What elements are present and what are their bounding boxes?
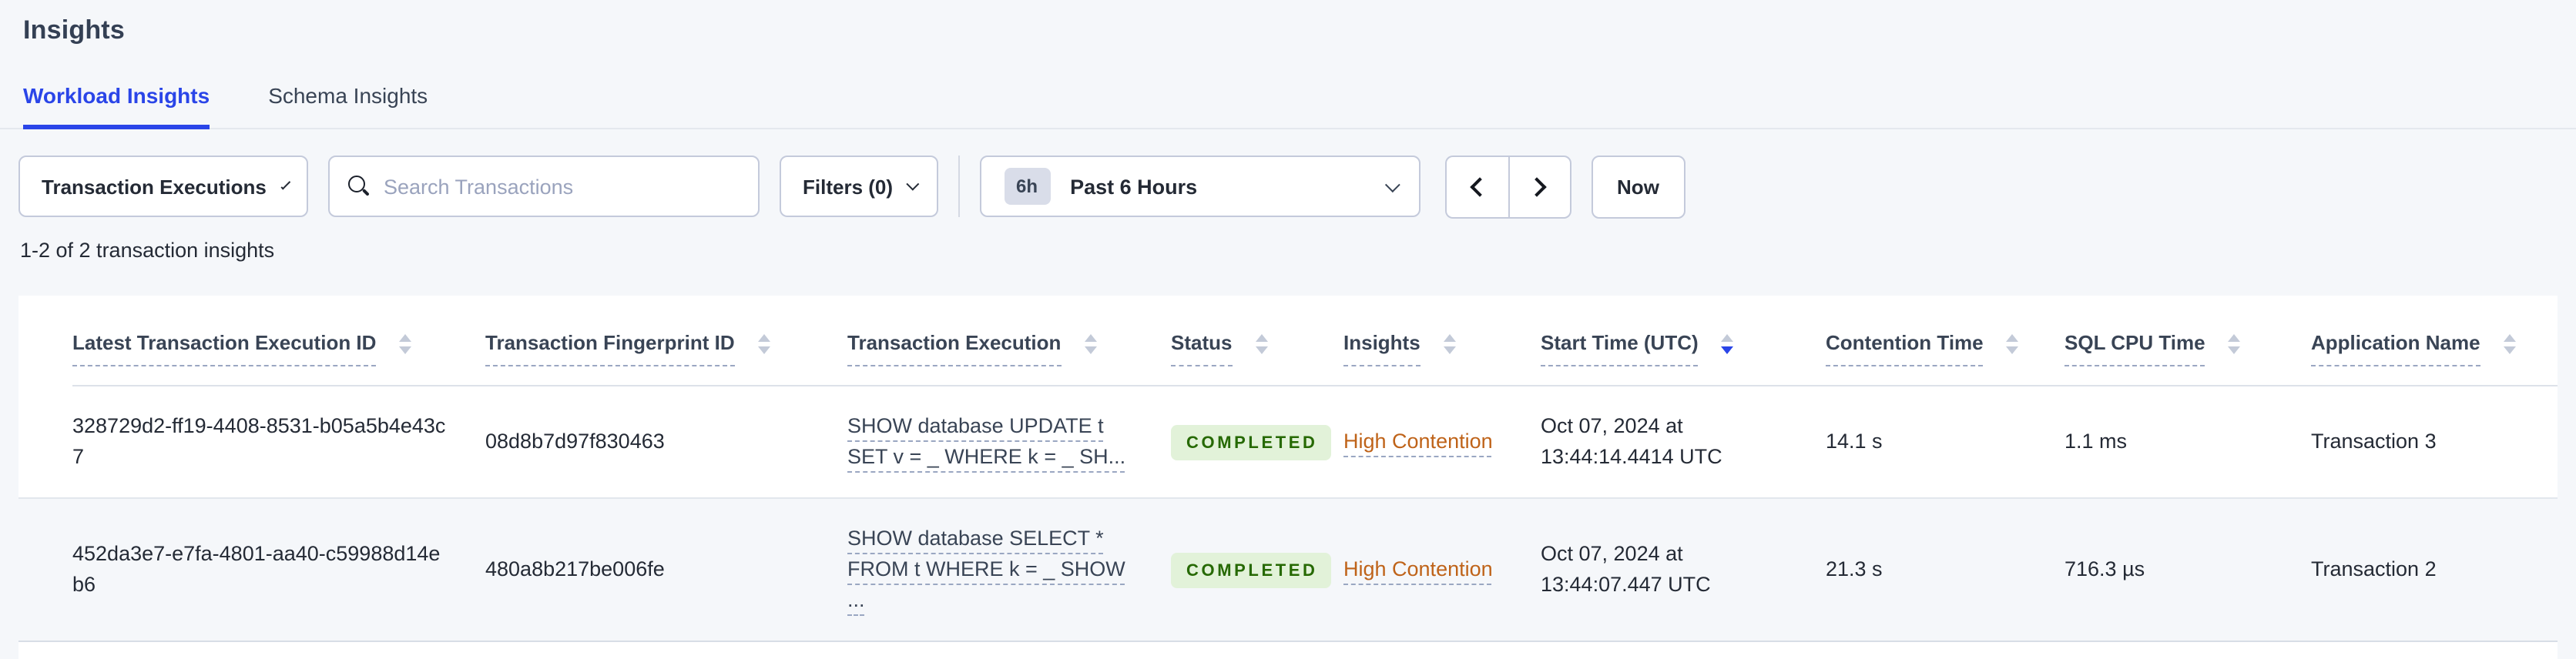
transaction-execution-link[interactable]: SHOW database UPDATE t SET v = _ WHERE k…	[847, 414, 1126, 468]
chevron-down-icon	[280, 179, 291, 189]
sort-icon[interactable]	[2503, 334, 2516, 354]
tab-schema-insights[interactable]: Schema Insights	[268, 83, 428, 108]
search-icon	[348, 176, 370, 197]
table-header-border	[72, 385, 2558, 386]
workload-type-dropdown[interactable]: Transaction Executions	[18, 156, 308, 217]
sort-icon[interactable]	[757, 334, 770, 354]
insight-link[interactable]: High Contention	[1343, 430, 1493, 453]
sort-icon[interactable]	[1255, 334, 1268, 354]
page-title: Insights	[23, 15, 125, 45]
status-badge: COMPLETED	[1171, 424, 1332, 460]
cell-contention-time: 21.3 s	[1826, 557, 1883, 580]
column-header-insights[interactable]: Insights	[1343, 331, 1541, 385]
time-range-label: Past 6 Hours	[1070, 175, 1198, 198]
table-header-row: Latest Transaction Execution ID Transact…	[18, 296, 2558, 385]
table-row: 328729d2-ff19-4408-8531-b05a5b4e43c7 08d…	[18, 386, 2558, 499]
column-header-sql-cpu-time[interactable]: SQL CPU Time	[2064, 331, 2311, 385]
sort-icon[interactable]	[1443, 334, 1456, 354]
cell-contention-time: 14.1 s	[1826, 430, 1883, 453]
chevron-right-icon	[1526, 176, 1546, 196]
cell-application-name: Transaction 2	[2311, 557, 2437, 580]
insight-link[interactable]: High Contention	[1343, 557, 1493, 580]
search-input[interactable]	[384, 175, 740, 198]
filters-label: Filters (0)	[803, 175, 894, 198]
column-header-fingerprint-id[interactable]: Transaction Fingerprint ID	[485, 331, 847, 385]
insights-table-card: Latest Transaction Execution ID Transact…	[18, 296, 2558, 659]
page-header: Insights	[0, 0, 2576, 46]
time-range-badge: 6h	[1004, 168, 1051, 205]
cell-latest-execution-id: 328729d2-ff19-4408-8531-b05a5b4e43c7	[72, 414, 446, 468]
cell-start-time: Oct 07, 2024 at 13:44:07.447 UTC	[1541, 542, 1711, 596]
column-header-latest-execution-id[interactable]: Latest Transaction Execution ID	[72, 331, 485, 385]
status-badge: COMPLETED	[1171, 552, 1332, 587]
cell-fingerprint-id: 480a8b217be006fe	[485, 557, 665, 580]
cell-application-name: Transaction 3	[2311, 430, 2437, 453]
sort-icon[interactable]	[2228, 334, 2241, 354]
next-range-button[interactable]	[1508, 155, 1571, 218]
chevron-down-icon	[905, 177, 919, 191]
toolbar-divider	[958, 156, 960, 217]
column-header-transaction-execution[interactable]: Transaction Execution	[847, 331, 1171, 385]
cell-fingerprint-id: 08d8b7d97f830463	[485, 430, 665, 453]
sort-icon-active-desc[interactable]	[1721, 334, 1734, 354]
now-label: Now	[1617, 175, 1659, 198]
previous-range-button[interactable]	[1444, 155, 1508, 218]
time-range-picker[interactable]: 6h Past 6 Hours	[979, 156, 1420, 217]
search-box[interactable]	[328, 156, 760, 217]
tab-bar: Workload Insights Schema Insights	[0, 83, 2576, 129]
chevron-left-icon	[1470, 176, 1490, 196]
sort-icon[interactable]	[2006, 334, 2019, 354]
cell-start-time: Oct 07, 2024 at 13:44:14.4414 UTC	[1541, 414, 1722, 468]
column-header-status[interactable]: Status	[1171, 331, 1343, 385]
cell-latest-execution-id: 452da3e7-e7fa-4801-aa40-c59988d14eb6	[72, 542, 441, 596]
toolbar: Transaction Executions Filters (0) 6h Pa…	[18, 155, 2553, 218]
chevron-down-icon	[1384, 176, 1400, 192]
column-header-contention-time[interactable]: Contention Time	[1826, 331, 2064, 385]
results-summary: 1-2 of 2 transaction insights	[20, 239, 275, 262]
workload-type-label: Transaction Executions	[42, 175, 267, 198]
transaction-execution-link[interactable]: SHOW database SELECT * FROM t WHERE k = …	[847, 527, 1125, 611]
cell-sql-cpu-time: 1.1 ms	[2064, 430, 2128, 453]
cell-sql-cpu-time: 716.3 µs	[2064, 557, 2145, 580]
column-header-start-time[interactable]: Start Time (UTC)	[1541, 331, 1826, 385]
filters-button[interactable]: Filters (0)	[780, 156, 938, 217]
now-button[interactable]: Now	[1591, 155, 1685, 218]
sort-icon[interactable]	[1084, 334, 1097, 354]
sort-icon[interactable]	[399, 334, 412, 354]
table-row: 452da3e7-e7fa-4801-aa40-c59988d14eb6 480…	[18, 499, 2558, 642]
tab-workload-insights[interactable]: Workload Insights	[23, 83, 210, 129]
time-range-arrows	[1444, 155, 1571, 218]
column-header-application-name[interactable]: Application Name	[2311, 331, 2558, 385]
